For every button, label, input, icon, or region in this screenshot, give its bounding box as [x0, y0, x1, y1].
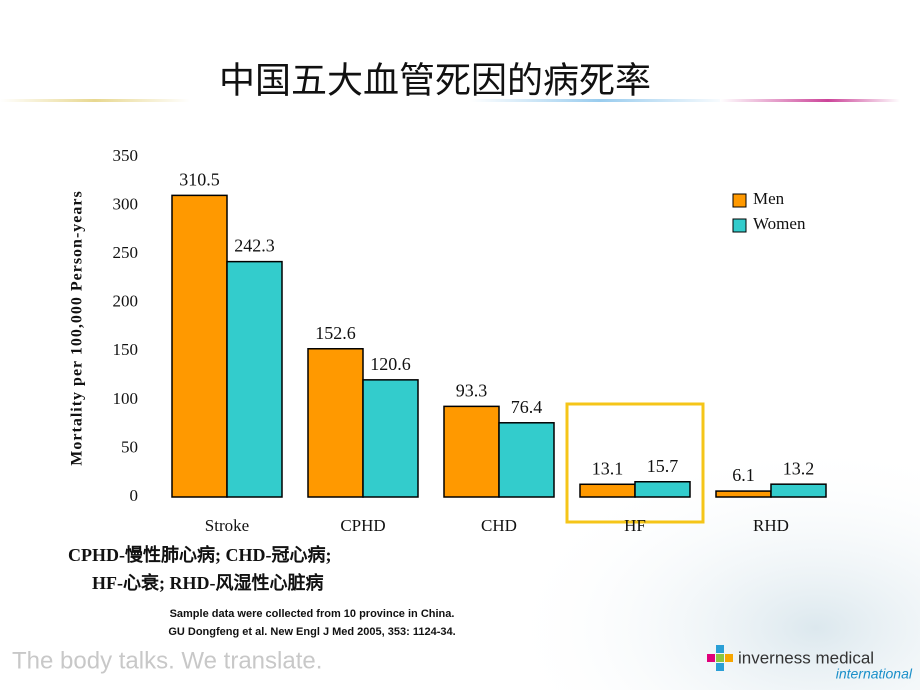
source: Sample data were collected from 10 provi… [170, 608, 455, 620]
value-label: 242.3 [234, 236, 275, 256]
decor-line [0, 99, 190, 102]
logo-subtext: international [836, 666, 913, 682]
legend-swatch [732, 218, 747, 233]
bar [498, 422, 555, 498]
value-label: 15.7 [647, 456, 679, 476]
bar [443, 405, 500, 498]
y-tick-label: 100 [113, 389, 139, 408]
bar [171, 194, 228, 498]
y-tick-label: 150 [113, 340, 139, 359]
bar [715, 490, 772, 498]
decor-line [720, 99, 900, 102]
note: HF-心衰; RHD-风湿性心脏病 [92, 572, 323, 593]
bar [307, 348, 364, 498]
bar [634, 480, 691, 498]
value-label: 76.4 [511, 397, 543, 417]
logo-icon [707, 645, 733, 671]
y-tick-label: 250 [113, 243, 139, 262]
y-tick-label: 350 [113, 146, 139, 165]
bar [579, 483, 636, 498]
x-tick-label: CPHD [340, 516, 385, 535]
note: CPHD-慢性肺心病; CHD-冠心病; [68, 544, 331, 565]
value-label: 6.1 [732, 465, 755, 485]
value-label: 13.2 [783, 458, 815, 478]
value-label: 310.5 [179, 169, 220, 189]
x-tick-label: HF [624, 516, 646, 535]
y-tick-label: 300 [113, 194, 139, 213]
logo-text: inverness medical [738, 648, 874, 667]
bar [362, 379, 419, 498]
value-label: 120.6 [370, 354, 411, 374]
decor-line [470, 99, 730, 102]
x-tick-label: Stroke [205, 516, 249, 535]
highlight-box [565, 402, 705, 524]
y-axis-label: Mortality per 100,000 Person-years [69, 190, 86, 465]
value-label: 93.3 [456, 380, 488, 400]
legend-label: Men [753, 189, 785, 208]
value-label: 152.6 [315, 323, 356, 343]
tagline: The body talks. We translate. [12, 647, 322, 674]
x-tick-label: RHD [753, 516, 789, 535]
chart-title: 中国五大血管死因的病死率 [219, 60, 651, 100]
bar [770, 483, 827, 498]
value-label: 13.1 [592, 458, 624, 478]
source: GU Dongfeng et al. New Engl J Med 2005, … [168, 626, 455, 638]
y-tick-label: 0 [130, 486, 139, 505]
y-tick-label: 50 [121, 437, 138, 456]
y-tick-label: 200 [113, 292, 139, 311]
x-tick-label: CHD [481, 516, 517, 535]
bar [226, 260, 283, 498]
legend-label: Women [753, 214, 806, 233]
legend-swatch [732, 193, 747, 208]
